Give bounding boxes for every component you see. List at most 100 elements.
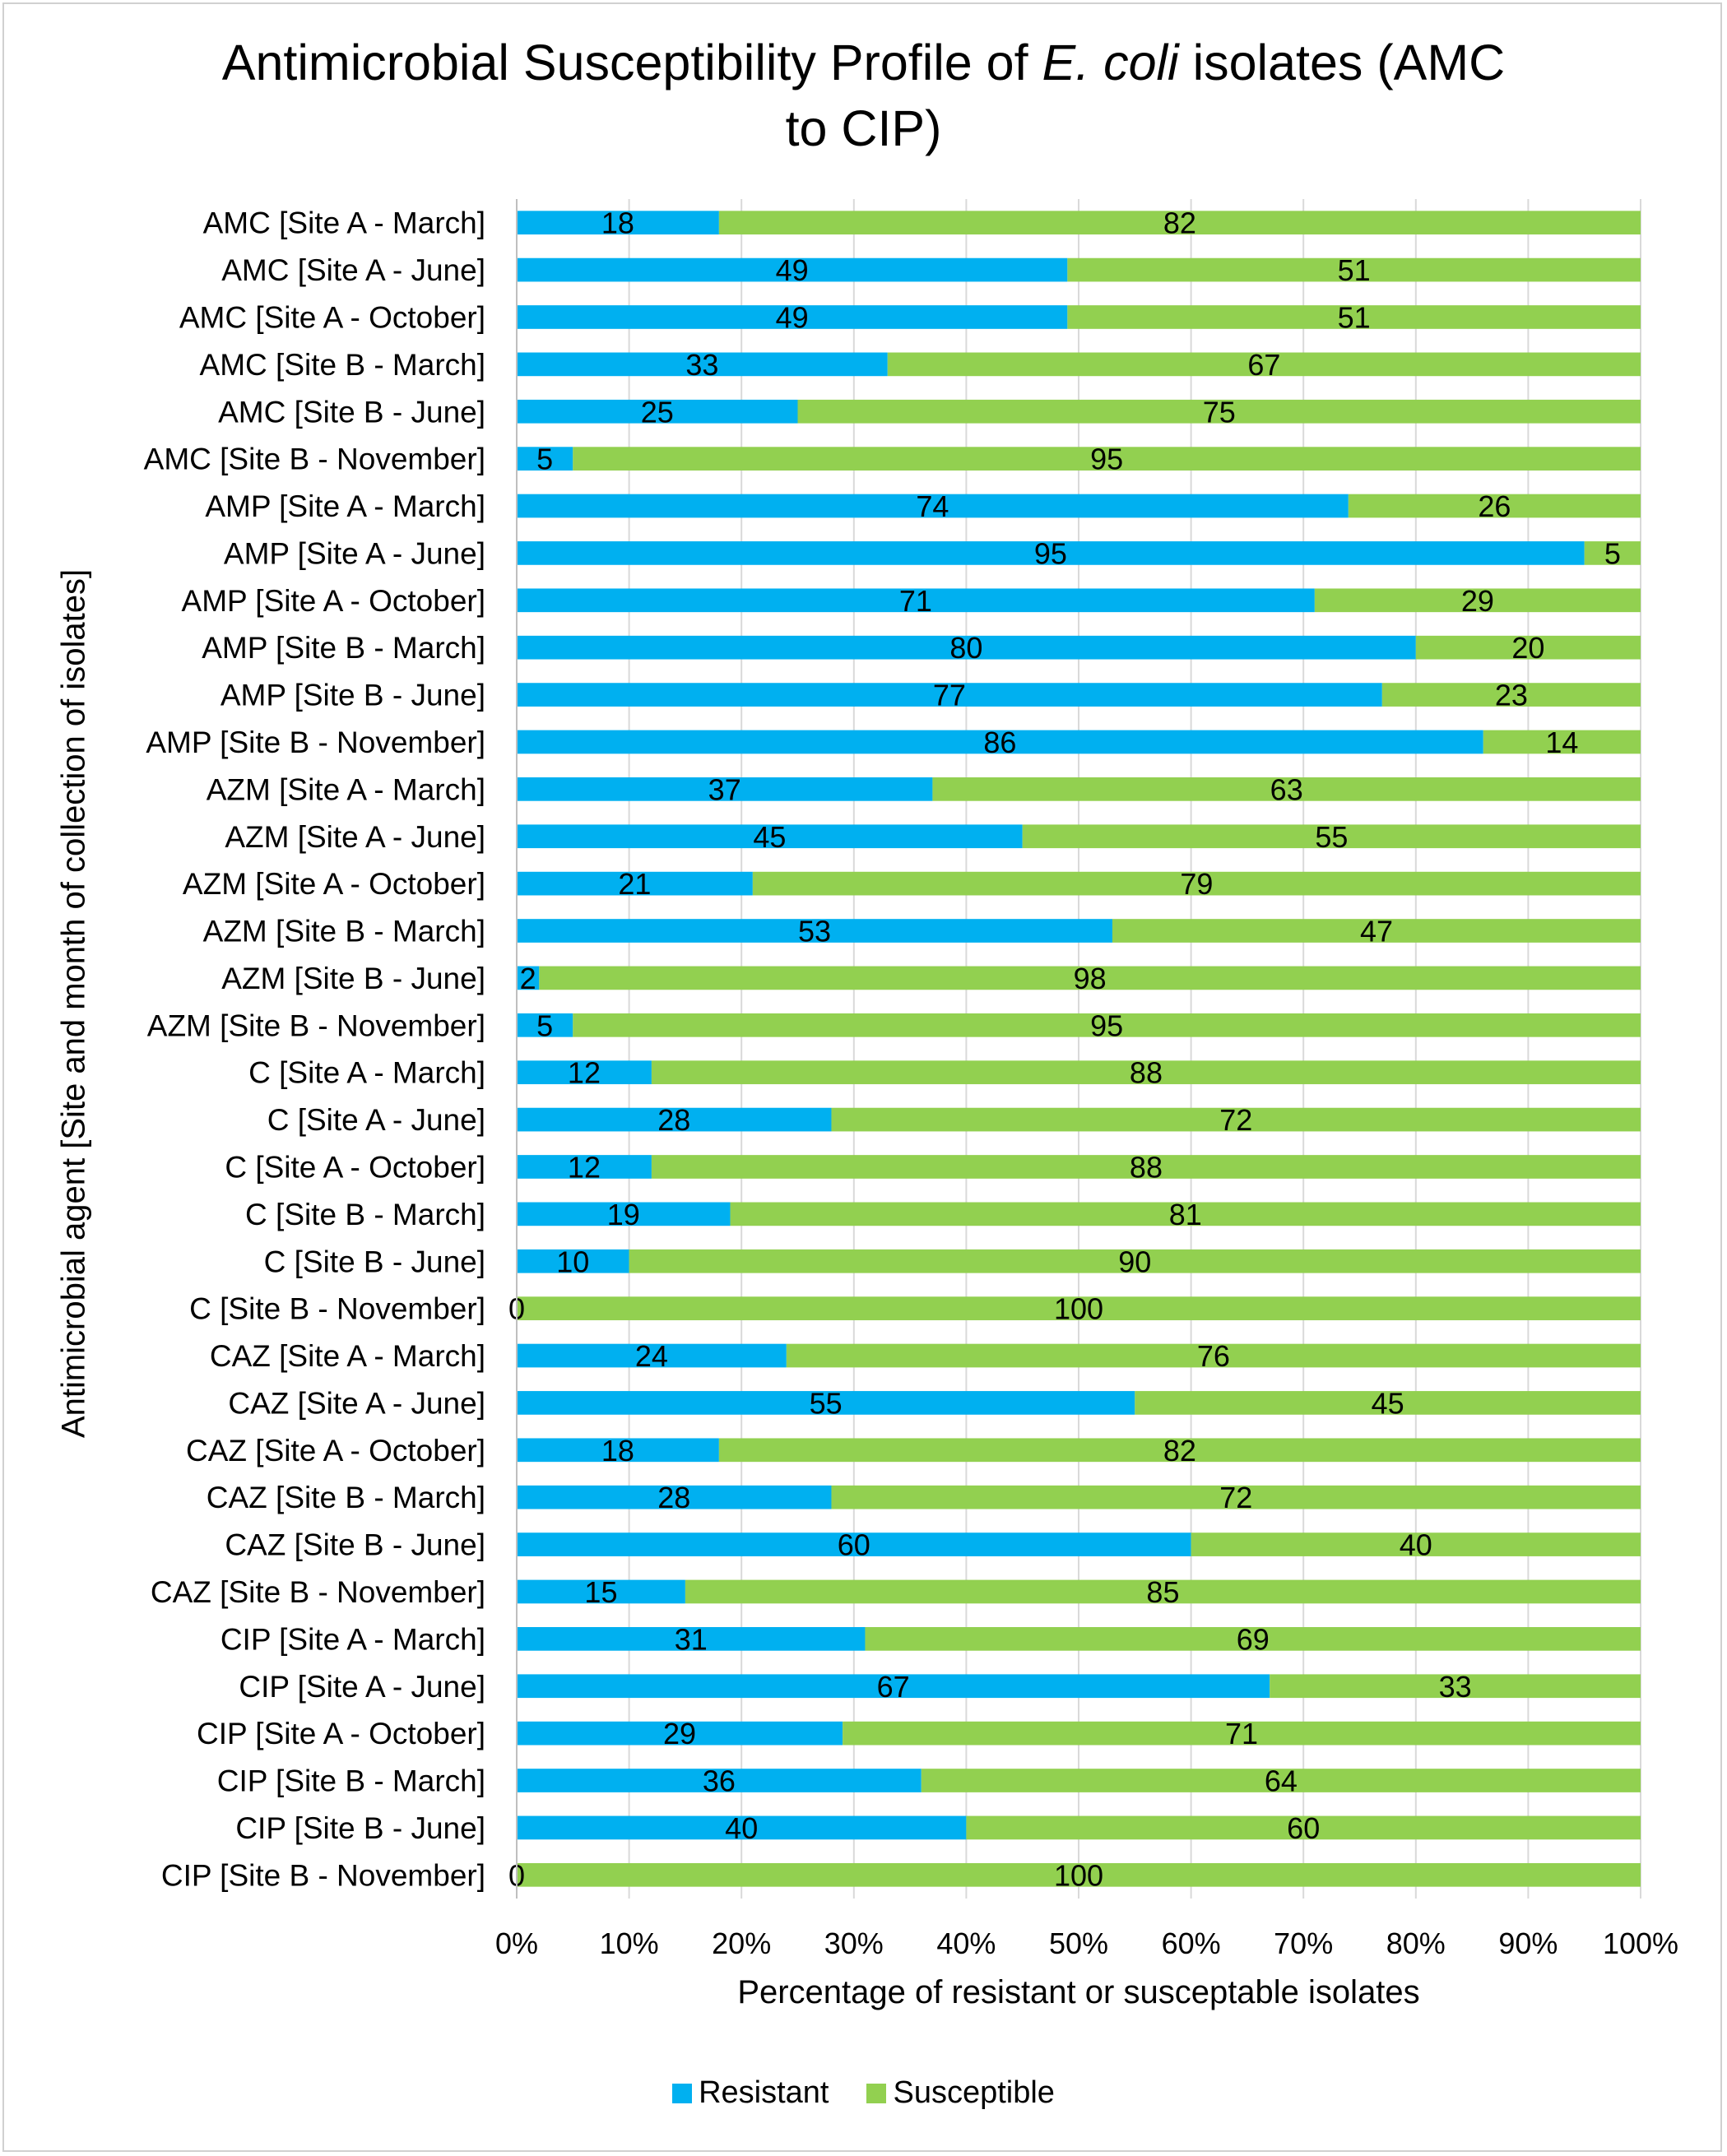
- data-label-resistant: 18: [601, 1434, 634, 1467]
- data-label-resistant: 18: [601, 206, 634, 240]
- bar-resistant: [517, 824, 1023, 849]
- legend-swatch-resistant: [672, 2083, 693, 2103]
- bar-resistant: [517, 1013, 573, 1037]
- bar-resistant: [517, 966, 540, 990]
- bar-susceptible: [573, 1013, 1641, 1037]
- bar-susceptible: [718, 211, 1641, 235]
- bar-susceptible: [685, 1579, 1641, 1604]
- data-label-resistant: 40: [725, 1811, 758, 1845]
- bar-susceptible: [517, 1862, 1641, 1887]
- bar-resistant: [517, 211, 719, 235]
- bar-resistant: [517, 1721, 843, 1746]
- bar-susceptible: [1067, 257, 1641, 282]
- y-tick-label: CAZ [Site A - June]: [228, 1386, 485, 1420]
- bar-resistant: [517, 1060, 652, 1085]
- data-label-resistant: 55: [810, 1386, 843, 1420]
- bar-resistant: [517, 871, 753, 896]
- y-tick-label: C [Site A - June]: [267, 1103, 485, 1137]
- bar-susceptible: [651, 1060, 1641, 1085]
- bar-susceptible: [865, 1627, 1641, 1651]
- bar-resistant: [517, 1155, 652, 1179]
- data-label-resistant: 5: [536, 1008, 553, 1042]
- bar-resistant: [517, 1579, 685, 1604]
- data-label-resistant: 25: [641, 395, 674, 429]
- x-tick-label: 20%: [712, 1926, 771, 1960]
- bar-susceptible: [752, 871, 1641, 896]
- bar-resistant: [517, 1391, 1135, 1415]
- data-label-susceptible: 5: [1604, 536, 1621, 570]
- data-label-resistant: 37: [708, 772, 741, 806]
- x-tick-label: 40%: [936, 1926, 996, 1960]
- bar-resistant: [517, 730, 1483, 754]
- data-label-susceptible: 55: [1315, 820, 1348, 854]
- data-label-resistant: 71: [899, 584, 932, 618]
- y-tick-label: AZM [Site B - June]: [221, 962, 485, 995]
- bar-susceptible: [1270, 1674, 1641, 1699]
- bar-resistant: [517, 919, 1112, 943]
- data-label-resistant: 24: [635, 1339, 668, 1373]
- bar-susceptible: [573, 447, 1641, 471]
- data-label-susceptible: 47: [1360, 915, 1393, 948]
- bar-resistant: [517, 635, 1416, 660]
- y-tick-label: AMC [Site A - March]: [203, 206, 485, 240]
- data-label-resistant: 49: [776, 253, 809, 287]
- bar-susceptible: [539, 966, 1641, 990]
- y-tick-label: AZM [Site B - November]: [147, 1008, 485, 1042]
- legend-label-susceptible: Susceptible: [893, 2075, 1055, 2110]
- y-tick-label: CIP [Site A - October]: [197, 1717, 485, 1750]
- data-label-susceptible: 40: [1400, 1528, 1432, 1562]
- y-tick-label: CAZ [Site A - October]: [186, 1434, 485, 1467]
- bar-susceptible: [843, 1721, 1641, 1746]
- bar-resistant: [517, 1249, 629, 1273]
- data-label-resistant: 67: [877, 1670, 910, 1704]
- y-tick-label: AMP [Site B - June]: [221, 679, 485, 712]
- data-label-resistant: 28: [657, 1481, 690, 1514]
- y-tick-label: C [Site A - October]: [225, 1150, 485, 1184]
- data-label-resistant: 53: [798, 915, 831, 948]
- y-tick-label: AMP [Site B - November]: [146, 726, 485, 759]
- bar-susceptible: [786, 1343, 1641, 1368]
- y-tick-label: AMP [Site B - March]: [202, 631, 485, 665]
- data-label-susceptible: 71: [1225, 1717, 1258, 1750]
- bar-resistant: [517, 1343, 787, 1368]
- data-label-susceptible: 76: [1197, 1339, 1230, 1373]
- data-label-susceptible: 85: [1146, 1575, 1179, 1609]
- bar-resistant: [517, 399, 798, 424]
- data-label-susceptible: 98: [1074, 962, 1107, 995]
- data-label-susceptible: 14: [1545, 726, 1578, 759]
- x-tick-label: 70%: [1274, 1926, 1333, 1960]
- y-tick-label: AMP [Site A - June]: [224, 536, 485, 570]
- data-label-susceptible: 64: [1265, 1764, 1298, 1798]
- y-tick-label: AMC [Site B - March]: [200, 348, 485, 382]
- bar-susceptible: [629, 1249, 1641, 1273]
- y-tick-label: C [Site A - March]: [248, 1056, 485, 1090]
- y-tick-label: CAZ [Site A - March]: [210, 1339, 485, 1373]
- data-label-susceptible: 51: [1338, 253, 1371, 287]
- bar-susceptible: [1483, 730, 1641, 754]
- data-label-resistant: 15: [584, 1575, 617, 1609]
- data-label-resistant: 10: [556, 1245, 589, 1278]
- y-tick-label: CIP [Site A - June]: [239, 1670, 485, 1704]
- y-tick-label: AMP [Site A - October]: [182, 584, 485, 618]
- bar-resistant: [517, 1532, 1191, 1556]
- chart-title-part-1: Antimicrobial Susceptibility Profile of: [221, 35, 1042, 90]
- data-label-resistant: 80: [949, 631, 982, 665]
- bar-resistant: [517, 1674, 1270, 1699]
- chart-title-organism: E. coli: [1042, 35, 1179, 90]
- x-tick-label: 10%: [600, 1926, 659, 1960]
- y-tick-label: AMC [Site A - June]: [221, 253, 485, 287]
- data-label-susceptible: 72: [1219, 1481, 1252, 1514]
- y-tick-label: AMP [Site A - March]: [205, 489, 485, 523]
- data-label-resistant: 2: [520, 962, 536, 995]
- y-tick-label: CAZ [Site B - June]: [225, 1528, 485, 1562]
- x-tick-label: 0%: [495, 1926, 538, 1960]
- data-label-resistant: 21: [618, 867, 651, 901]
- y-tick-label: AZM [Site A - October]: [183, 867, 485, 901]
- data-label-susceptible: 79: [1180, 867, 1213, 901]
- bar-resistant: [517, 1485, 832, 1509]
- data-label-resistant: 19: [607, 1198, 640, 1231]
- chart-title-line-2: to CIP): [785, 100, 942, 156]
- data-label-resistant: 33: [685, 348, 718, 382]
- y-tick-label: C [Site B - June]: [264, 1245, 485, 1278]
- chart-title-part-3: isolates (AMC: [1178, 35, 1506, 90]
